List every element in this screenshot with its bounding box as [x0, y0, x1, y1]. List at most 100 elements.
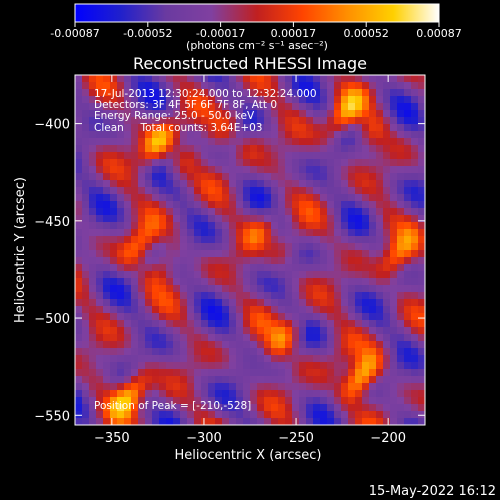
heatmap-cell	[194, 264, 202, 272]
heatmap-cell	[110, 243, 118, 251]
heatmap-cell	[124, 369, 132, 377]
heatmap-cell	[411, 201, 419, 209]
heatmap-cell	[271, 131, 279, 139]
heatmap-cell	[383, 117, 391, 125]
heatmap-cell	[201, 110, 209, 118]
heatmap-cell	[180, 131, 188, 139]
heatmap-cell	[131, 376, 139, 384]
heatmap-cell	[82, 124, 90, 132]
heatmap-cell	[117, 285, 125, 293]
heatmap-cell	[397, 201, 405, 209]
heatmap-cell	[341, 82, 349, 90]
heatmap-cell	[159, 397, 167, 405]
heatmap-cell	[320, 229, 328, 237]
heatmap-cell	[236, 257, 244, 265]
heatmap-cell	[327, 173, 335, 181]
heatmap-cell	[215, 334, 223, 342]
heatmap-cell	[369, 390, 377, 398]
heatmap-cell	[264, 362, 272, 370]
heatmap-cell	[117, 194, 125, 202]
heatmap-cell	[341, 222, 349, 230]
heatmap-cell	[236, 75, 244, 83]
heatmap-cell	[117, 173, 125, 181]
heatmap-cell	[390, 89, 398, 97]
heatmap-cell	[404, 194, 412, 202]
heatmap-cell	[355, 180, 363, 188]
heatmap-cell	[271, 222, 279, 230]
heatmap-cell	[208, 180, 216, 188]
heatmap-cell	[194, 355, 202, 363]
heatmap-cell	[152, 96, 160, 104]
heatmap-cell	[187, 376, 195, 384]
heatmap-cell	[306, 383, 314, 391]
heatmap-cell	[131, 103, 139, 111]
heatmap-cell	[404, 201, 412, 209]
heatmap-cell	[299, 397, 307, 405]
heatmap-cell	[243, 236, 251, 244]
heatmap-cell	[110, 320, 118, 328]
heatmap-cell	[271, 341, 279, 349]
heatmap-cell	[292, 320, 300, 328]
heatmap-cell	[152, 82, 160, 90]
heatmap-cell	[201, 229, 209, 237]
heatmap-cell	[229, 173, 237, 181]
heatmap-cell	[362, 376, 370, 384]
heatmap-cell	[320, 376, 328, 384]
heatmap-cell	[166, 264, 174, 272]
heatmap-cell	[117, 96, 125, 104]
heatmap-cell	[131, 131, 139, 139]
heatmap-cell	[292, 271, 300, 279]
heatmap-cell	[180, 117, 188, 125]
heatmap-cell	[397, 306, 405, 314]
heatmap-cell	[117, 159, 125, 167]
heatmap-cell	[390, 152, 398, 160]
heatmap-cell	[334, 229, 342, 237]
heatmap-cell	[313, 404, 321, 412]
colorbar-tick-label: 0.00087	[416, 27, 462, 40]
heatmap-cell	[180, 341, 188, 349]
heatmap-cell	[327, 222, 335, 230]
heatmap-cell	[250, 327, 258, 335]
heatmap-cell	[201, 306, 209, 314]
heatmap-cell	[306, 390, 314, 398]
heatmap-cell	[313, 348, 321, 356]
heatmap-cell	[355, 96, 363, 104]
heatmap-cell	[110, 96, 118, 104]
heatmap-cell	[117, 208, 125, 216]
heatmap-cell	[292, 306, 300, 314]
heatmap-cell	[285, 271, 293, 279]
heatmap-cell	[348, 355, 356, 363]
heatmap-cell	[250, 110, 258, 118]
heatmap-cell	[397, 117, 405, 125]
heatmap-cell	[264, 201, 272, 209]
heatmap-cell	[89, 222, 97, 230]
heatmap-cell	[222, 187, 230, 195]
heatmap-cell	[411, 348, 419, 356]
heatmap-cell	[376, 166, 384, 174]
heatmap-cell	[243, 278, 251, 286]
heatmap-cell	[362, 180, 370, 188]
heatmap-cell	[250, 138, 258, 146]
heatmap-cell	[264, 75, 272, 83]
heatmap-cell	[187, 355, 195, 363]
heatmap-cell	[145, 173, 153, 181]
heatmap-cell	[236, 355, 244, 363]
heatmap-cell	[397, 404, 405, 412]
heatmap-cell	[194, 89, 202, 97]
heatmap-cell	[96, 229, 104, 237]
heatmap-cell	[334, 194, 342, 202]
heatmap-cell	[145, 306, 153, 314]
heatmap-cell	[278, 250, 286, 258]
heatmap-cell	[215, 369, 223, 377]
heatmap-cell	[173, 215, 181, 223]
heatmap-cell	[362, 348, 370, 356]
heatmap-cell	[82, 159, 90, 167]
annotation-time-range: 17-Jul-2013 12:30:24.000 to 12:32:24.000	[94, 88, 317, 100]
heatmap-cell	[145, 152, 153, 160]
heatmap-cell	[103, 376, 111, 384]
heatmap-cell	[159, 376, 167, 384]
heatmap-cell	[348, 341, 356, 349]
heatmap-cell	[327, 180, 335, 188]
heatmap-cell	[96, 341, 104, 349]
heatmap-cell	[411, 271, 419, 279]
